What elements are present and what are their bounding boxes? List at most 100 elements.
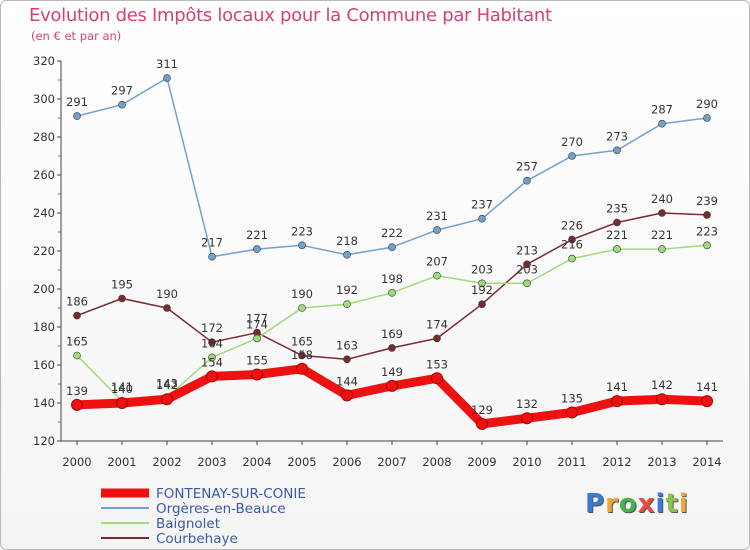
data-point [343,251,351,259]
data-point [521,412,533,425]
y-tick-label: 120 [33,434,55,448]
x-tick-label: 2012 [602,455,631,469]
logo-letter: t [665,489,679,519]
legend-label: FONTENAY-SUR-CONIE [156,486,306,502]
data-label: 287 [651,103,673,117]
data-point [73,351,81,360]
y-tick-label: 260 [33,168,55,182]
data-label: 213 [516,243,538,257]
data-label: 154 [201,355,223,369]
data-point [478,300,486,309]
data-label: 172 [201,321,223,335]
data-point [433,226,441,234]
data-point [343,355,351,364]
data-label: 195 [111,278,133,292]
x-tick-label: 2006 [332,455,361,469]
data-label: 239 [696,194,718,208]
data-point [161,393,173,406]
data-label: 217 [201,236,223,250]
logo-letter: o [618,489,638,519]
x-tick-label: 2002 [152,455,181,469]
x-tick-label: 2003 [197,455,226,469]
data-label: 153 [426,357,448,371]
chart-title: Evolution des Impôts locaux pour la Comm… [29,5,552,26]
x-tick-label: 2009 [467,455,496,469]
data-label: 192 [336,283,358,297]
y-tick-label: 180 [33,320,55,334]
data-point [431,372,443,385]
data-label: 143 [156,376,178,390]
data-point [656,393,668,406]
data-point [568,235,576,244]
data-point [298,304,306,312]
data-point [476,417,488,430]
data-label: 231 [426,209,448,223]
data-label: 237 [471,198,493,212]
data-point [163,304,171,312]
data-label: 203 [516,262,538,276]
data-label: 221 [606,228,628,242]
data-label: 177 [246,312,268,326]
data-point [613,245,621,253]
data-point [433,271,441,280]
data-label: 226 [561,219,583,233]
data-point [163,74,171,82]
data-point [613,218,621,227]
data-label: 207 [426,255,448,269]
logo-letter: r [605,489,619,519]
data-point [343,300,351,309]
data-point [703,211,711,219]
data-point [701,395,713,408]
y-tick-label: 300 [33,92,55,106]
x-tick-label: 2007 [377,455,406,469]
data-label: 257 [516,160,538,174]
data-label: 222 [381,226,403,240]
data-label: 218 [336,234,358,248]
data-label: 141 [606,380,628,394]
data-label: 158 [291,348,313,362]
data-label: 140 [111,382,133,396]
data-point [118,294,126,303]
data-label: 129 [471,403,493,417]
y-tick-label: 160 [33,358,55,372]
data-label: 165 [291,335,313,349]
data-label: 223 [291,224,313,238]
data-label: 141 [696,380,718,394]
x-tick-label: 2005 [287,455,316,469]
data-point [658,209,666,217]
data-label: 192 [471,283,493,297]
data-label: 186 [66,295,88,309]
data-label: 135 [561,392,583,406]
data-label: 240 [651,192,673,206]
x-tick-label: 2000 [62,455,91,469]
data-label: 174 [426,317,448,331]
data-label: 149 [381,365,403,379]
data-label: 144 [336,374,358,388]
data-label: 270 [561,135,583,149]
data-point [208,338,216,347]
data-point [118,100,126,109]
data-label: 198 [381,272,403,286]
data-point [613,146,621,155]
data-point [658,119,666,128]
y-tick-label: 140 [33,396,55,410]
data-point [253,334,261,343]
legend-label: Orgères-en-Beauce [156,501,286,517]
data-label: 164 [201,336,223,350]
data-point [341,389,353,402]
data-label: 235 [606,202,628,216]
logo-letter: i [678,489,689,519]
data-point [208,252,216,261]
data-point [566,406,578,419]
data-label: 155 [246,354,268,368]
data-point [251,368,263,381]
data-point [433,334,441,343]
data-point [386,379,398,392]
data-label: 297 [111,84,133,98]
legend-label: Baignolet [156,516,220,532]
data-label: 142 [651,378,673,392]
logo-letter: P [585,489,606,519]
data-point [298,351,306,360]
